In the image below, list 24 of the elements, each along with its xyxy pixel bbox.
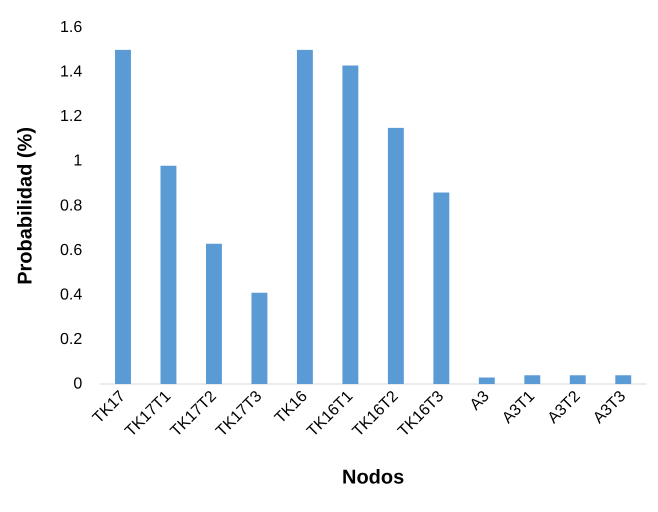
y-axis-title: Probabilidad (%) <box>14 126 37 285</box>
bar <box>478 377 495 384</box>
bar <box>342 65 358 384</box>
y-tick-label: 1.6 <box>60 19 82 36</box>
bar <box>570 375 586 384</box>
y-tick-label: 0.2 <box>60 331 82 348</box>
bar <box>160 166 176 384</box>
bar <box>388 128 404 384</box>
y-tick-label: 1 <box>73 152 82 170</box>
bar <box>296 50 313 384</box>
bar <box>615 375 632 384</box>
x-axis-title: Nodos <box>342 466 404 489</box>
bar <box>251 292 268 384</box>
y-tick-label: 0.8 <box>60 197 82 214</box>
bar <box>524 375 540 384</box>
bar <box>206 244 222 384</box>
y-tick-label: 0 <box>73 376 82 393</box>
y-tick-label: 0.4 <box>60 286 82 304</box>
y-tick-label: 0.6 <box>60 242 82 259</box>
y-tick-label: 1.4 <box>60 64 82 81</box>
bar <box>433 192 450 384</box>
x-tick-label: A3 <box>466 388 493 414</box>
bar <box>115 50 131 384</box>
y-tick-label: 1.2 <box>60 108 82 126</box>
